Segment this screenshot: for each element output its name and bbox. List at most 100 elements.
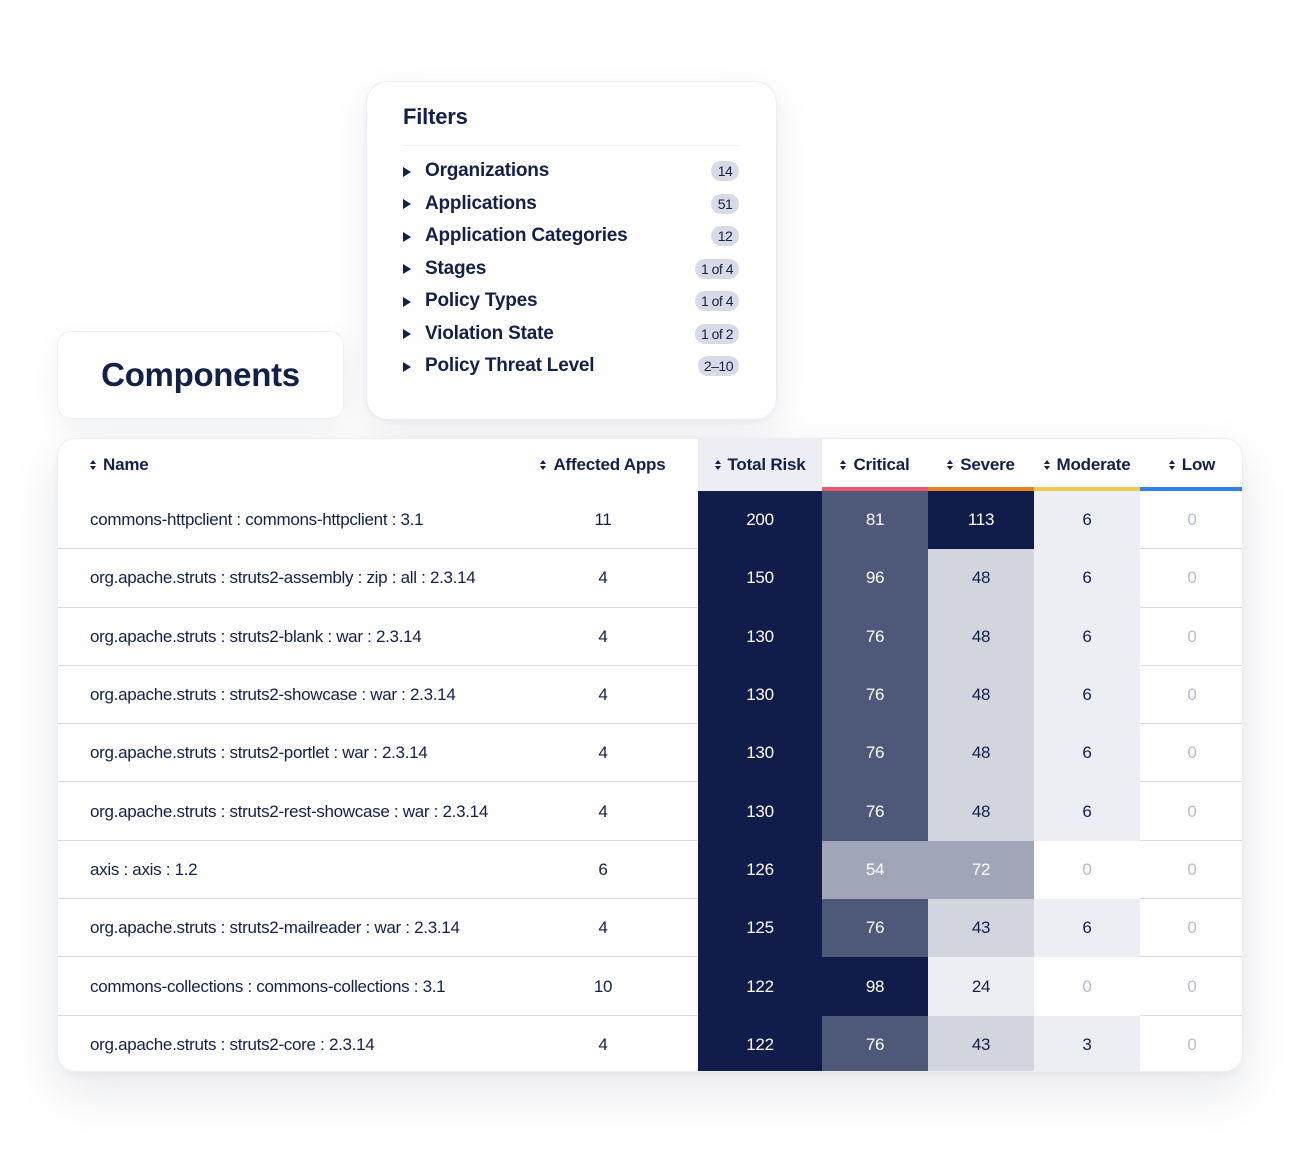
cell-name[interactable]: org.apache.struts : struts2-showcase : w… [90,685,456,705]
filters-divider [403,145,740,146]
cell-name[interactable]: org.apache.struts : struts2-assembly : z… [90,568,476,588]
cell-name[interactable]: axis : axis : 1.2 [90,859,198,879]
filter-organizations[interactable]: Organizations 14 [403,155,739,188]
table-row[interactable]: commons-collections : commons-collection… [58,957,1242,1016]
table-row[interactable]: org.apache.struts : struts2-mailreader :… [58,899,1242,958]
cell-total: 122 [698,957,822,1016]
expand-arrow-icon [403,231,411,242]
cell-apps: 4 [598,626,608,646]
column-header-label: Low [1181,455,1216,474]
cell-critical: 98 [822,957,928,1016]
cell-name[interactable]: commons-collections : commons-collection… [90,976,446,996]
sort-icon [540,460,547,470]
components-header-card: Components [57,331,344,419]
cell-name[interactable]: org.apache.struts : struts2-core : 2.3.1… [90,1034,375,1054]
cell-low: 0 [1187,685,1197,705]
cell-moderate: 0 [1082,859,1092,879]
table-row[interactable]: org.apache.struts : struts2-assembly : z… [58,549,1242,608]
cell-name[interactable]: org.apache.struts : struts2-mailreader :… [90,918,460,938]
filter-applications[interactable]: Applications 51 [403,188,739,221]
table-header-row: Name Affected Apps Total Risk Critical Sever… [58,439,1242,491]
cell-low: 0 [1187,1034,1197,1054]
column-header-severe[interactable]: Severe [928,439,1034,491]
column-header-label: Total Risk [727,455,806,474]
cell-low: 0 [1187,510,1197,530]
column-header-low[interactable]: Low [1140,439,1242,491]
filter-stages[interactable]: Stages 1 of 4 [403,253,739,286]
cell-total: 130 [698,782,822,841]
filter-count-badge: 14 [711,161,739,182]
severity-color-bar [822,487,928,491]
column-header-apps[interactable]: Affected Apps [508,439,698,491]
cell-low: 0 [1187,859,1197,879]
cell-critical: 96 [822,549,928,608]
expand-arrow-icon [403,166,411,177]
sort-icon [840,460,847,470]
sort-icon [714,460,721,470]
expand-arrow-icon [403,264,411,275]
cell-total: 130 [698,607,822,666]
filter-policy-types[interactable]: Policy Types 1 of 4 [403,285,739,318]
cell-moderate: 6 [1034,665,1140,725]
cell-apps: 4 [598,1034,608,1054]
cell-name[interactable]: org.apache.struts : struts2-portlet : wa… [90,743,428,763]
table-row[interactable]: org.apache.struts : struts2-showcase : w… [58,665,1242,725]
cell-apps: 4 [598,685,608,705]
sort-icon [90,460,96,470]
cell-moderate: 6 [1034,607,1140,666]
filter-label: Policy Types [425,290,538,312]
table-row[interactable]: axis : axis : 1.2 6 126 54 72 0 0 [58,840,1242,900]
filter-policy-threat-level[interactable]: Policy Threat Level 2–10 [403,350,739,383]
column-header-name[interactable]: Name [58,439,508,491]
cell-critical: 76 [822,607,928,666]
cell-severe: 72 [928,840,1034,900]
cell-moderate: 6 [1034,491,1140,550]
table-row[interactable]: org.apache.struts : struts2-blank : war … [58,607,1242,667]
filter-count-badge: 12 [711,226,739,247]
cell-critical: 81 [822,491,928,550]
sort-icon [947,460,954,470]
cell-total: 130 [698,665,822,725]
cell-total: 130 [698,724,822,783]
expand-arrow-icon [403,296,411,307]
cell-apps: 10 [593,976,613,996]
column-header-total[interactable]: Total Risk [698,439,822,491]
cell-moderate: 6 [1034,782,1140,841]
cell-critical: 76 [822,724,928,783]
table-body: commons-httpclient : commons-httpclient … [58,491,1242,1071]
cell-apps: 11 [594,510,612,530]
filter-label: Application Categories [425,225,628,247]
table-row[interactable]: org.apache.struts : struts2-rest-showcas… [58,782,1242,842]
sort-icon [1168,460,1175,470]
cell-name[interactable]: commons-httpclient : commons-httpclient … [90,510,424,530]
table-row[interactable]: org.apache.struts : struts2-core : 2.3.1… [58,1015,1242,1071]
cell-severe: 43 [928,899,1034,958]
cell-name[interactable]: org.apache.struts : struts2-rest-showcas… [90,801,488,821]
cell-critical: 54 [822,840,928,900]
cell-apps: 4 [598,743,608,763]
filter-list: Organizations 14 Applications 51 Applica… [403,155,739,383]
cell-moderate: 0 [1082,976,1092,996]
filters-panel: Filters Organizations 14 Applications 51… [366,81,777,420]
cell-critical: 76 [822,665,928,725]
filter-application-categories[interactable]: Application Categories 12 [403,220,739,253]
filter-label: Applications [425,192,537,214]
table-row[interactable]: org.apache.struts : struts2-portlet : wa… [58,724,1242,783]
filter-label: Organizations [425,160,550,182]
column-header-critical[interactable]: Critical [822,439,928,491]
filter-violation-state[interactable]: Violation State 1 of 2 [403,318,739,351]
cell-name[interactable]: org.apache.struts : struts2-blank : war … [90,626,422,646]
filters-title: Filters [403,104,468,129]
column-header-label: Critical [853,455,910,474]
column-header-moderate[interactable]: Moderate [1034,439,1140,491]
column-header-label: Severe [960,455,1015,474]
cell-moderate: 6 [1034,549,1140,608]
filter-count-badge: 51 [711,193,739,214]
table-row[interactable]: commons-httpclient : commons-httpclient … [58,491,1242,550]
cell-low: 0 [1187,918,1197,938]
cell-severe: 43 [928,1015,1034,1071]
sort-icon [1043,460,1050,470]
cell-apps: 4 [598,918,608,938]
cell-low: 0 [1187,801,1197,821]
cell-moderate: 6 [1034,724,1140,783]
